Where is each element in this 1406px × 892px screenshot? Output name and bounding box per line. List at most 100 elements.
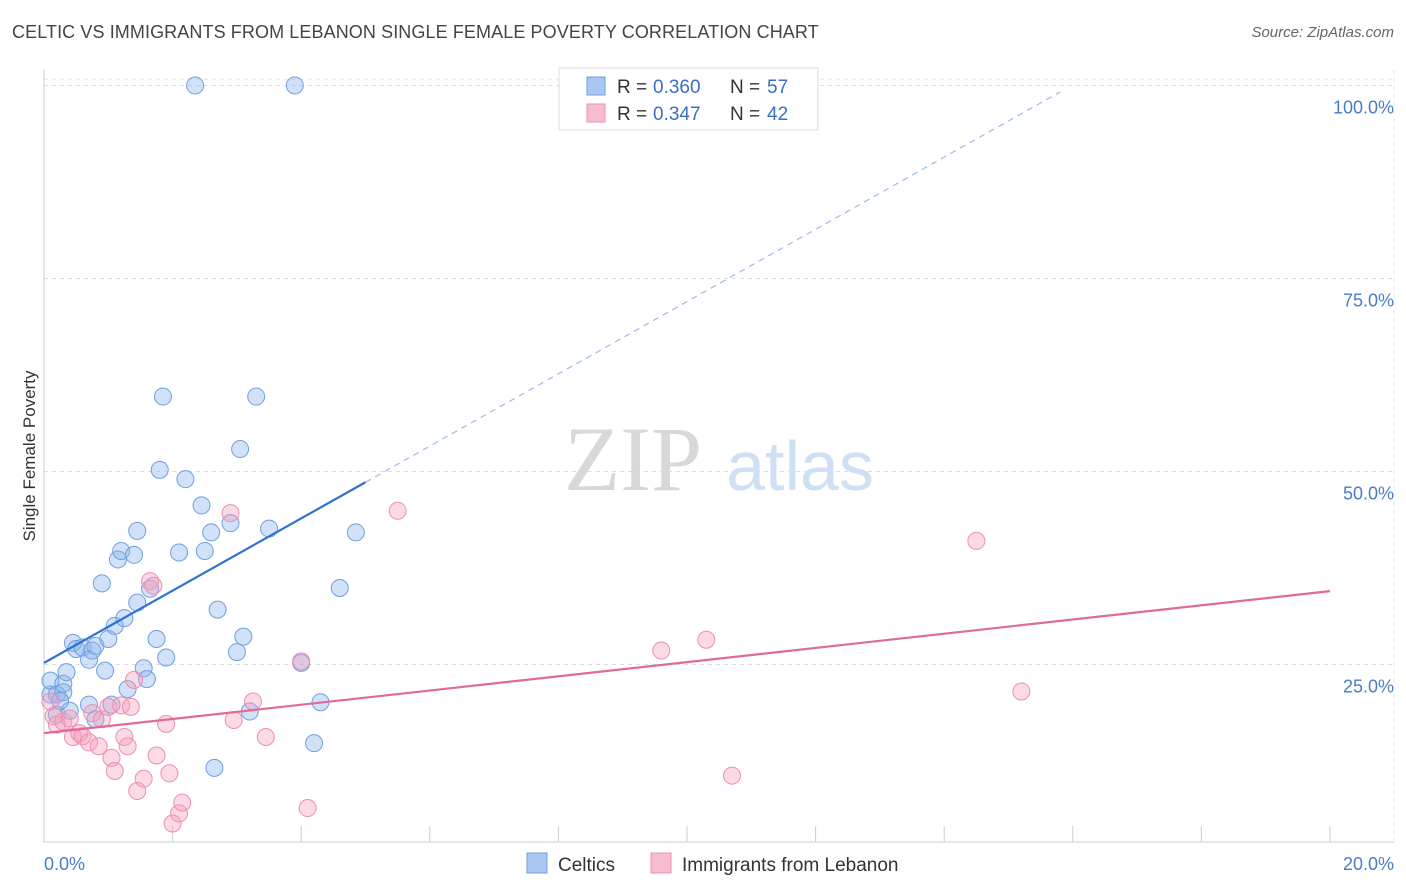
lebanon-point-17 — [118, 737, 137, 756]
celtics-point-19 — [102, 695, 121, 714]
lebanon-legend-swatch — [586, 103, 606, 123]
celtics-point-6 — [57, 663, 76, 682]
lebanon-r-value: 0.347 — [653, 104, 701, 125]
celtics-point-38 — [192, 496, 211, 515]
celtics-point-44 — [227, 643, 246, 662]
lebanon-n-label: N = — [730, 104, 760, 125]
y-tick-labels: 100.0% 75.0% 50.0% 25.0% — [1333, 97, 1394, 696]
y-tick-label-1: 75.0% — [1343, 290, 1394, 310]
lebanon-point-27 — [163, 814, 182, 833]
celtics-point-25 — [125, 545, 144, 564]
lebanon-point-33 — [256, 728, 275, 747]
celtics-point-18 — [99, 629, 118, 648]
celtics-point-56 — [51, 691, 70, 710]
celtics-point-30 — [141, 579, 160, 598]
watermark: ZIP atlas — [564, 408, 874, 510]
celtics-bottom-label: Celtics — [558, 855, 615, 876]
lebanon-bottom-label: Immigrants from Lebanon — [682, 855, 899, 876]
celtics-point-31 — [147, 629, 166, 648]
axes — [43, 70, 1394, 843]
lebanon-point-10 — [89, 737, 108, 756]
lebanon-point-41 — [1012, 682, 1031, 701]
celtics-point-52 — [305, 734, 324, 753]
lebanon-point-12 — [99, 697, 118, 716]
celtics-point-34 — [157, 648, 176, 667]
y-tick-label-0: 100.0% — [1333, 97, 1394, 117]
y-axis-title: Single Female Poverty — [20, 370, 39, 542]
celtics-point-36 — [176, 470, 195, 489]
lebanon-point-15 — [112, 696, 131, 715]
celtics-bottom-swatch — [526, 852, 548, 874]
watermark-zip: ZIP — [564, 408, 702, 510]
celtics-point-50 — [285, 76, 304, 95]
lebanon-point-35 — [298, 799, 317, 818]
celtics-point-24 — [118, 680, 137, 699]
watermark-atlas: atlas — [726, 427, 874, 505]
lebanon-point-34 — [292, 652, 311, 671]
celtics-point-39 — [195, 541, 214, 560]
celtics-point-42 — [208, 600, 227, 619]
celtics-point-45 — [231, 440, 250, 459]
lebanon-point-18 — [121, 697, 140, 716]
lebanon-r-label: R = — [617, 104, 647, 125]
lebanon-point-40 — [967, 531, 986, 550]
lebanon-point-9 — [83, 704, 102, 723]
lebanon-point-24 — [147, 746, 166, 765]
y-tick-label-3: 25.0% — [1343, 676, 1394, 696]
celtics-point-17 — [96, 661, 115, 680]
trend-lines — [43, 91, 1331, 735]
chart-title: CELTIC VS IMMIGRANTS FROM LEBANON SINGLE… — [12, 22, 819, 42]
lebanon-point-29 — [173, 793, 192, 812]
celtics-point-49 — [260, 519, 279, 538]
lebanon-point-37 — [652, 641, 671, 660]
lebanon-point-31 — [224, 711, 243, 730]
celtics-point-7 — [60, 701, 79, 720]
lebanon-point-38 — [697, 630, 716, 649]
lebanon-point-39 — [723, 766, 742, 785]
lebanon-point-4 — [60, 709, 79, 728]
lebanon-point-14 — [105, 761, 124, 780]
x-tick-labels: 0.0% 20.0% — [44, 854, 1394, 874]
celtics-n-value: 57 — [767, 77, 788, 98]
lebanon-point-26 — [160, 764, 179, 783]
lebanon-point-19 — [125, 670, 144, 689]
celtics-legend-swatch — [586, 76, 606, 96]
celtics-point-28 — [134, 659, 153, 678]
celtics-point-16 — [92, 574, 111, 593]
celtics-r-label: R = — [617, 77, 647, 98]
series-legend: Celtics Immigrants from Lebanon — [526, 852, 899, 876]
x-tick-label-1: 20.0% — [1343, 854, 1394, 874]
lebanon-trend-line — [43, 590, 1331, 735]
celtics-trend-line — [43, 481, 367, 664]
celtics-point-37 — [186, 76, 205, 95]
celtics-point-33 — [153, 387, 172, 406]
y-tick-label-2: 50.0% — [1343, 483, 1394, 503]
x-tick-label-0: 0.0% — [44, 854, 85, 874]
lebanon-point-21 — [134, 769, 153, 788]
celtics-trend-extension — [365, 91, 1061, 483]
celtics-point-32 — [150, 460, 169, 479]
lebanon-point-32 — [243, 692, 262, 711]
lebanon-bottom-swatch — [650, 852, 672, 874]
lebanon-point-36 — [388, 501, 407, 520]
celtics-point-48 — [247, 387, 266, 406]
stats-legend: R = 0.360 N = 57 R = 0.347 N = 42 — [558, 67, 819, 131]
celtics-point-46 — [234, 627, 253, 646]
celtics-point-40 — [202, 523, 221, 542]
chart-source: Source: ZipAtlas.com — [1251, 24, 1394, 41]
celtics-point-27 — [128, 521, 147, 540]
lebanon-point-8 — [80, 733, 99, 752]
celtics-point-35 — [170, 543, 189, 562]
celtics-point-55 — [346, 523, 365, 542]
lebanon-point-0 — [41, 692, 60, 711]
celtics-r-value: 0.360 — [653, 77, 701, 98]
lebanon-n-value: 42 — [767, 104, 788, 125]
celtics-point-29 — [137, 670, 156, 689]
lebanon-point-23 — [144, 576, 163, 595]
celtics-point-54 — [330, 579, 349, 598]
data-points — [41, 76, 1031, 833]
celtics-point-43 — [221, 514, 240, 533]
grid-lines — [44, 70, 1395, 842]
celtics-point-41 — [205, 758, 224, 777]
